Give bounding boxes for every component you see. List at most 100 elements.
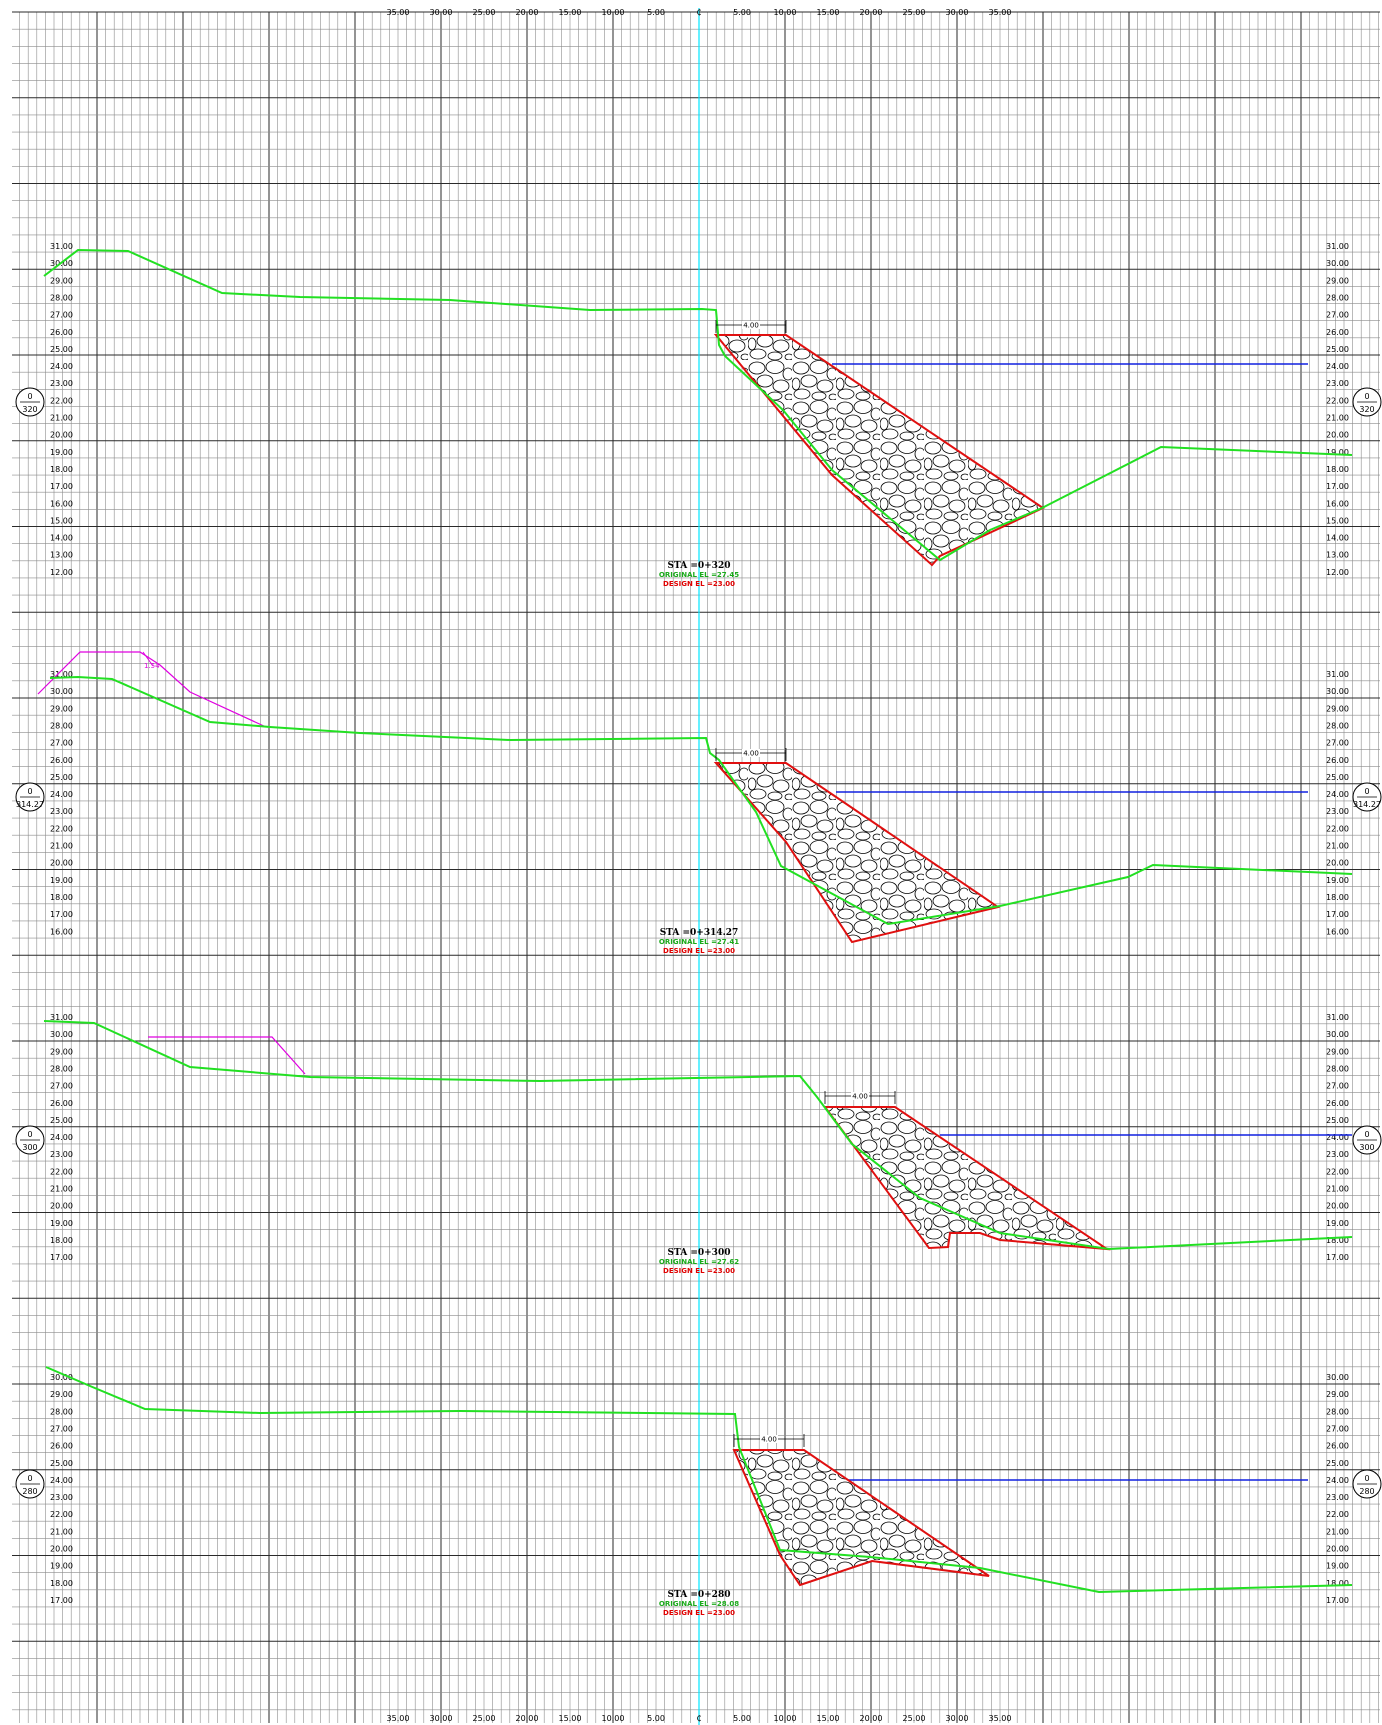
elevation-label-right: 22.00 [1326,824,1349,833]
axis-top-label-left-2: 25.00 [473,8,496,17]
dimension-top-width: 4.00 [733,1434,805,1447]
station-tag-top: 0 [1364,392,1369,401]
elevation-label-left: 21.00 [50,1527,73,1536]
elevation-label-right: 13.00 [1326,551,1349,560]
station-tag-bottom: 320 [22,405,37,414]
dimension-label: 4.00 [852,1093,868,1101]
elevation-label-left: 19.00 [50,1562,73,1571]
elevation-label-right: 24.00 [1326,790,1349,799]
station-tag-bottom: 280 [22,1487,37,1496]
elevation-label-left: 25.00 [50,345,73,354]
axis-top-label-right-6: 35.00 [989,8,1012,17]
station-tag-bottom: 314.27 [1353,800,1381,809]
elevation-label-right: 18.00 [1326,1579,1349,1588]
dimension-label-bg [851,1092,869,1100]
riprap-revetment [713,334,1046,567]
elevation-label-right: 15.00 [1326,516,1349,525]
dimension-top-width: 4.00 [824,1091,896,1104]
elevation-label-left: 28.00 [50,293,73,302]
axis-bottom-label-right-6: 35.00 [989,1714,1012,1723]
design-elevation-label: DESIGN EL =23.00 [663,1267,735,1275]
elevation-label-left: 24.00 [50,1476,73,1485]
elevation-label-right: 24.00 [1326,1476,1349,1485]
elevation-label-right: 25.00 [1326,773,1349,782]
elevation-label-right: 30.00 [1326,1030,1349,1039]
embankment-tick [142,651,154,667]
elevation-label-left: 18.00 [50,1236,73,1245]
dimension-label: 4.00 [743,322,759,330]
original-elevation-label: ORIGINAL EL =27.62 [659,1258,739,1266]
axis-bottom: 35.00 30.00 25.00 20.00 15.00 10.00 5.00 ₵ 5.00 1… [387,1714,1012,1723]
dimension-label-bg [760,1435,778,1443]
elevation-label-left: 25.00 [50,773,73,782]
station-tag-bottom: 300 [1359,1143,1374,1152]
elevation-label-left: 21.00 [50,414,73,423]
riprap-revetment [823,1106,1111,1251]
elevation-label-left: 20.00 [50,859,73,868]
riprap-revetment [713,762,1001,944]
elevation-label-left: 28.00 [50,1407,73,1416]
elevation-label-right: 22.00 [1326,1167,1349,1176]
station-tag-top: 0 [27,1474,32,1483]
elevation-label-right: 26.00 [1326,1442,1349,1451]
design-elevation-label: DESIGN EL =23.00 [663,947,735,955]
axis-top-label-right-4: 25.00 [903,8,926,17]
station-tag-top: 0 [1364,1130,1369,1139]
station-tag-bottom: 300 [22,1143,37,1152]
elevation-label-right: 31.00 [1326,670,1349,679]
axis-bottom-label-left-3: 20.00 [516,1714,539,1723]
station-label: STA =0+320 [668,561,731,571]
elevation-label-right: 24.00 [1326,1133,1349,1142]
elevation-label-right: 31.00 [1326,1013,1349,1022]
design-elevation-label: DESIGN EL =23.00 [663,580,735,588]
station-tag-bottom: 314.27 [16,800,44,809]
elevation-label-left: 18.00 [50,465,73,474]
elevation-label-left: 31.00 [50,242,73,251]
elevation-label-right: 20.00 [1326,431,1349,440]
elevation-label-left: 26.00 [50,328,73,337]
elevation-label-right: 28.00 [1326,1064,1349,1073]
axis-bottom-label-right-3: 20.00 [860,1714,883,1723]
elevation-label-right: 23.00 [1326,807,1349,816]
elevation-label-left: 22.00 [50,396,73,405]
axis-top-label-left-5: 10.00 [602,8,625,17]
elevation-label-left: 19.00 [50,448,73,457]
elevation-label-right: 19.00 [1326,876,1349,885]
elevation-label-left: 14.00 [50,534,73,543]
elevation-label-right: 21.00 [1326,1527,1349,1536]
elevation-label-left: 23.00 [50,807,73,816]
elevation-label-right: 20.00 [1326,1202,1349,1211]
elevation-label-left: 18.00 [50,893,73,902]
elevation-label-right: 17.00 [1326,910,1349,919]
proposed-embankment-line [148,1036,306,1075]
elevation-label-left: 30.00 [50,1373,73,1382]
axis-bottom-label-right-1: 10.00 [774,1714,797,1723]
axis-bottom-label-right-4: 25.00 [903,1714,926,1723]
dimension-label: 4.00 [743,750,759,758]
station-tag-right: 0 314.27 [1352,782,1382,812]
elevation-label-right: 25.00 [1326,1459,1349,1468]
elevation-label-left: 25.00 [50,1116,73,1125]
elevation-label-right: 23.00 [1326,1150,1349,1159]
elevation-label-left: 27.00 [50,1082,73,1091]
elevation-label-right: 27.00 [1326,1082,1349,1091]
axis-top-label-left-3: 20.00 [516,8,539,17]
elevation-label-left: 24.00 [50,362,73,371]
station-label: STA =0+300 [668,1248,731,1258]
elevation-label-right: 27.00 [1326,739,1349,748]
station-tag-top: 0 [1364,1474,1369,1483]
axis-bottom-label-right-2: 15.00 [817,1714,840,1723]
elevation-label-left: 12.00 [50,568,73,577]
elevation-label-left: 30.00 [50,1030,73,1039]
elevation-label-right: 21.00 [1326,842,1349,851]
elevation-label-left: 28.00 [50,1064,73,1073]
elevation-label-left: 27.00 [50,311,73,320]
elevation-label-right: 30.00 [1326,1373,1349,1382]
elevation-label-right: 31.00 [1326,242,1349,251]
